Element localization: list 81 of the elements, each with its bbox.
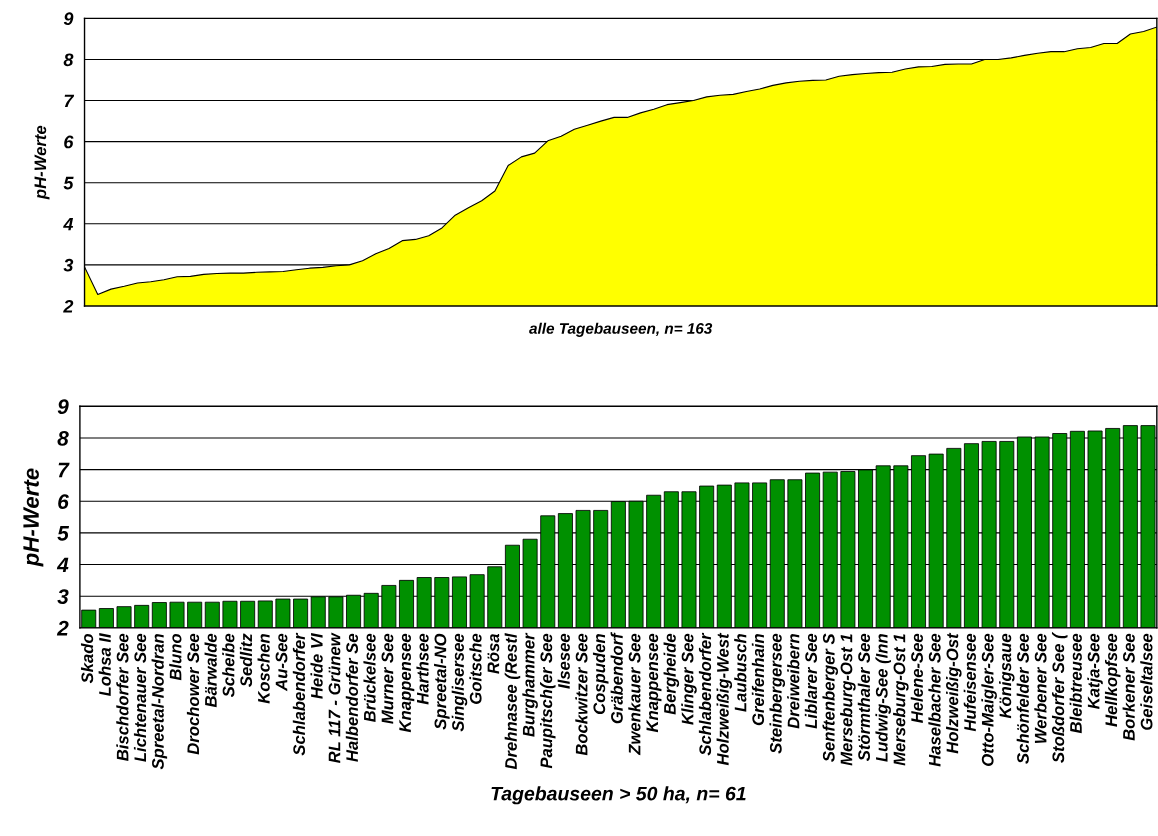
x-tick-label: Hufeisensee (963, 633, 976, 732)
y-tick-label: 7 (58, 462, 70, 478)
x-tick-label: Schlabendorfer (292, 632, 306, 756)
x-tick-label: Au-See (275, 633, 288, 692)
x-tick-label: Bockwitzer See (575, 633, 588, 756)
x-tick-label: Drehnasee (Restl (504, 633, 521, 770)
x-tick-label: Heide VI (310, 633, 323, 699)
x-tick-label: Goitsche (469, 633, 482, 704)
x-tick-label: Holzweißig-Ost (946, 632, 962, 754)
x-tick-label: Schönfelder See (1016, 633, 1029, 764)
x-tick-label: Geiseltalsee (1140, 633, 1153, 730)
x-tick-label: Bleibtreusee (1069, 633, 1082, 734)
x-tick-label: Stoßdorfer See ( (1051, 631, 1068, 763)
y-tick-label: 5 (63, 176, 74, 190)
x-tick-label: Scheibe (222, 633, 235, 698)
x-tick-label: Rösa (487, 633, 500, 674)
x-tick-label: Skado (80, 633, 94, 684)
x-tick-label: Katja-See (1087, 633, 1103, 710)
x-tick-label: Klinger See (681, 633, 697, 725)
x-tick-label: Harthsee (416, 633, 429, 705)
x-tick-label: Paupitsch(er See (539, 633, 556, 769)
x-tick-label: Bluno (169, 633, 182, 681)
x-tick-label: Merseburg-Ost 1 (893, 634, 909, 766)
y-tick-label: 3 (57, 589, 69, 604)
x-tick-label: Brückelsee (363, 633, 376, 723)
x-tick-label: Drochower See (186, 633, 200, 755)
x-tick-label: Störmthaler See (857, 633, 871, 762)
x-tick-label: Senftenberger S (822, 633, 838, 762)
y-tick-label: 8 (63, 53, 74, 67)
x-tick-label: Merseburg-Ost 1 (840, 634, 856, 766)
x-tick-label: Spreetal-Nordran (151, 634, 168, 770)
x-tick-label: Laubusch (734, 634, 747, 712)
x-tick-label: Knappensee (646, 633, 662, 733)
x-tick-label: Lichtenauer See (133, 633, 147, 762)
x-tick-label: Ludwig-See (Inn (875, 634, 891, 762)
x-tick-label: Königsaue (999, 633, 1015, 719)
y-axis-title: pH-Werte (23, 468, 44, 567)
x-tick-label: Hellkopfsee (1104, 633, 1121, 727)
x-tick-label: Liblarer See (804, 633, 818, 729)
x-tick-label: Ilsesee (557, 633, 570, 689)
x-tick-label: Borkener See (1122, 633, 1135, 741)
y-tick-label: 9 (57, 399, 69, 415)
y-tick-label: 2 (56, 620, 69, 636)
x-tick-label: Werbener See (1034, 633, 1047, 744)
x-tick-label: Burghammer (522, 632, 538, 737)
y-tick-label: 6 (64, 135, 74, 149)
x-tick-label: Koschen (257, 634, 270, 704)
x-tick-label: Helene-See (910, 633, 923, 723)
x-tick-label: Murner See (381, 633, 394, 724)
x-tick-label: Haselbacher See (928, 633, 941, 767)
y-tick-label: 3 (63, 258, 74, 272)
x-tick-label: Bergheide (663, 633, 680, 715)
y-tick-label: 5 (57, 526, 70, 541)
y-tick-label: 4 (63, 217, 74, 231)
x-axis-title: alle Tagebauseen, n= 163 (529, 322, 713, 337)
x-tick-label: Bärwalde (204, 633, 217, 708)
x-tick-label: Holzweißig-West (716, 632, 733, 766)
y-tick-label: 9 (63, 12, 74, 26)
x-tick-label: Gräbendorf (610, 631, 623, 724)
y-tick-label: 6 (58, 494, 69, 509)
x-axis-title: Tagebauseen > 50 ha, n= 61 (491, 786, 746, 805)
y-axis-title: pH-Werte (34, 125, 50, 200)
x-tick-label: Spreetal-NO (434, 633, 450, 730)
x-tick-label: Greifenhain (751, 634, 765, 726)
x-tick-label: Steinbergersee (769, 633, 786, 754)
x-tick-label: Cospuden (592, 634, 609, 715)
x-tick-label: Knappensee (399, 633, 415, 733)
y-tick-label: 8 (57, 430, 69, 446)
x-tick-label: Zwenkauer See (628, 633, 641, 756)
x-tick-label: Schlabendorfer (698, 632, 712, 756)
y-tick-label: 7 (64, 94, 75, 108)
x-tick-label: RL 117 - Grünew (328, 632, 341, 764)
x-tick-label: Otto-Maigler-See (981, 633, 997, 766)
x-tick-label: Singlisersee (451, 633, 468, 732)
y-tick-label: 4 (56, 557, 69, 573)
x-tick-label: Lohsa II (98, 633, 111, 697)
y-tick-label: 2 (63, 299, 74, 313)
x-tick-label: Dreiweibern (787, 634, 800, 729)
x-tick-label: Halbendorfer Se (345, 633, 359, 762)
x-tick-label: Bischdorfer See (116, 633, 129, 761)
x-tick-label: Sedlitz (239, 633, 253, 687)
